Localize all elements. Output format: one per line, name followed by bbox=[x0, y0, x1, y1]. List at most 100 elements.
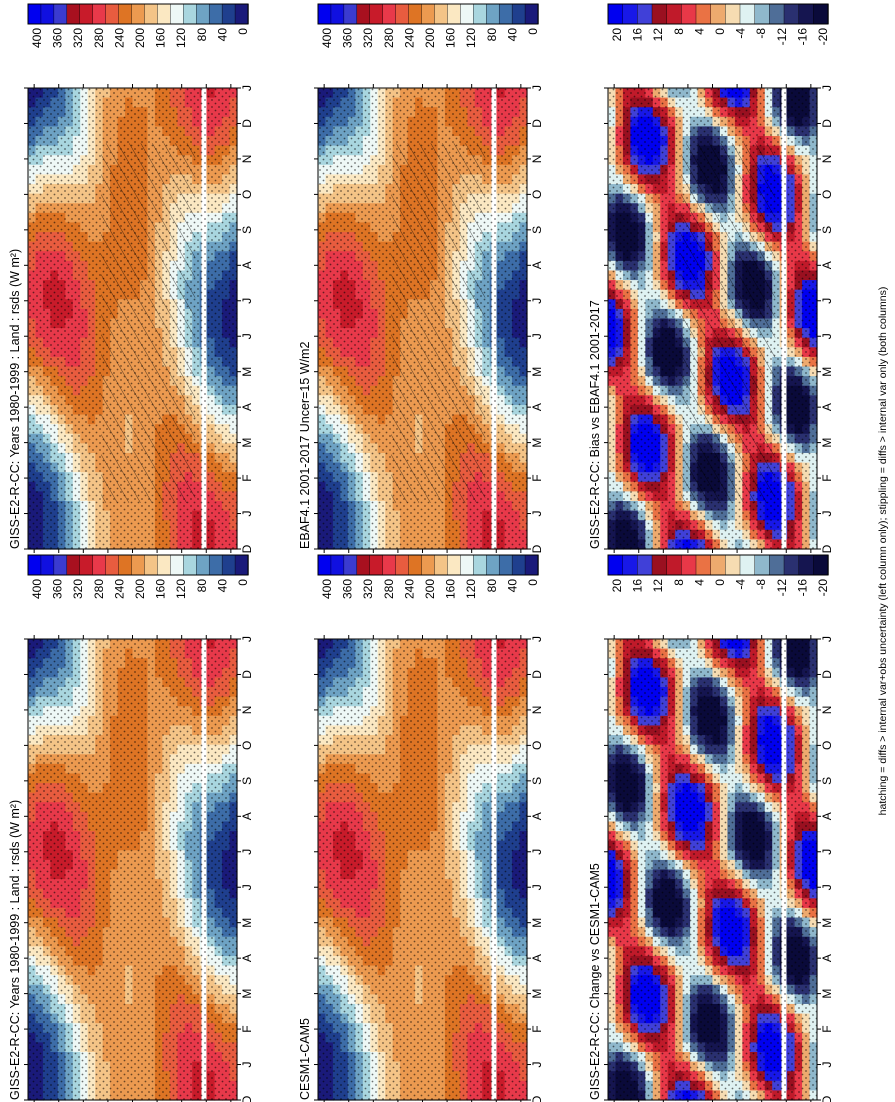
colorbar-swatch bbox=[769, 3, 785, 25]
month-tick-label: J bbox=[530, 511, 544, 517]
colorbar: 400 360 320 280 240 200 160 120 80 40 0 bbox=[27, 3, 250, 48]
colorbar-swatch bbox=[221, 3, 236, 25]
colorbar-swatch bbox=[317, 3, 332, 25]
colorbar-swatch bbox=[666, 3, 683, 25]
month-tick-label: N bbox=[530, 155, 544, 164]
month-tick-label: A bbox=[820, 261, 834, 269]
month-tick-label: M bbox=[240, 367, 254, 377]
colorbar-tick-label: -12 bbox=[775, 28, 789, 46]
colorbar-swatch bbox=[524, 3, 539, 25]
colorbar-swatch bbox=[783, 3, 800, 25]
colorbar-tick-label: 200 bbox=[423, 28, 437, 48]
colorbar-swatch bbox=[183, 3, 197, 25]
colorbar-tick-label: 160 bbox=[154, 28, 168, 48]
colorbar-swatch bbox=[651, 3, 668, 25]
colorbar-swatch bbox=[382, 3, 397, 25]
colorbar-swatch bbox=[498, 3, 513, 25]
month-tick-label: D bbox=[820, 119, 834, 128]
colorbar-frame bbox=[27, 3, 249, 25]
colorbar-swatch bbox=[710, 3, 727, 25]
colorbar-tick-label: 160 bbox=[444, 28, 458, 48]
month-tick-label: D bbox=[530, 119, 544, 128]
month-tick-label: O bbox=[530, 190, 544, 199]
panel-title: GISS-E2-R-CC: Years 1980-1999 : Land : r… bbox=[8, 249, 22, 549]
colorbar-swatch bbox=[739, 3, 756, 25]
month-tick-label: S bbox=[530, 226, 544, 234]
colorbar-tick-label: 16 bbox=[631, 28, 645, 42]
colorbar-swatch bbox=[434, 3, 449, 25]
colorbar-tick-label: 360 bbox=[51, 28, 65, 48]
colorbar-tick-label: 120 bbox=[464, 28, 478, 48]
panel-bias: 8060°N20020°S6080DJFMAMJJASONDJGISS-E2-R… bbox=[588, 3, 834, 569]
colorbar-swatch bbox=[234, 3, 249, 25]
panel-title: EBAF4.1 2001-2017 Uncer=15 W/m2 bbox=[298, 342, 312, 549]
month-tick-label: F bbox=[530, 474, 544, 481]
colorbar-tick-label: 280 bbox=[382, 28, 396, 48]
colorbar-swatch bbox=[725, 3, 741, 25]
colorbar-swatch bbox=[813, 3, 829, 25]
month-tick-label: O bbox=[820, 190, 834, 199]
month-tick-label: M bbox=[530, 438, 544, 448]
month-tick-label: J bbox=[820, 511, 834, 517]
month-tick-label: M bbox=[240, 438, 254, 448]
colorbar-swatch bbox=[408, 3, 423, 25]
colorbar-frame bbox=[317, 3, 539, 25]
month-tick-label: S bbox=[240, 226, 254, 234]
colorbar-swatch bbox=[607, 3, 624, 25]
month-tick-label: J bbox=[820, 85, 834, 91]
colorbar-swatch bbox=[681, 3, 697, 25]
month-tick-label: N bbox=[240, 155, 254, 164]
colorbar-swatch bbox=[421, 3, 436, 25]
colorbar-tick-label: 0 bbox=[526, 28, 540, 35]
month-tick-label: D bbox=[820, 544, 834, 553]
colorbar-tick-label: 40 bbox=[505, 28, 519, 42]
month-tick-label: M bbox=[530, 367, 544, 377]
colorbar-tick-label: -8 bbox=[754, 28, 768, 39]
colorbar-swatch bbox=[157, 3, 172, 25]
colorbar-tick-label: 400 bbox=[320, 28, 334, 48]
panel-model-right: 8060°N20020°S6080DJFMAMJJASONDJGISS-E2-R… bbox=[8, 554, 254, 1102]
month-tick-label: N bbox=[820, 155, 834, 164]
panel-model-left: 8060°N20020°S6080DJFMAMJJASONDJGISS-E2-R… bbox=[8, 3, 254, 569]
colorbar-tick-label: 240 bbox=[112, 28, 126, 48]
hatch-overlay bbox=[681, 143, 776, 503]
hatch-overlay bbox=[391, 143, 486, 503]
colorbar-swatch bbox=[695, 3, 712, 25]
colorbar-swatch bbox=[131, 3, 146, 25]
colorbar: 20 16 12 8 4 0 -4 -8 -12 -16 -20 bbox=[607, 3, 830, 46]
month-tick-label: J bbox=[240, 298, 254, 304]
month-tick-label: F bbox=[820, 474, 834, 481]
month-tick-label: A bbox=[530, 261, 544, 269]
colorbar-tick-label: 360 bbox=[341, 28, 355, 48]
colorbar-tick-label: 12 bbox=[651, 28, 665, 42]
month-tick-label: M bbox=[820, 367, 834, 377]
colorbar-tick-label: 0 bbox=[713, 28, 727, 35]
colorbar-swatch bbox=[754, 3, 771, 25]
colorbar-swatch bbox=[66, 3, 81, 25]
colorbar-tick-label: 40 bbox=[215, 28, 229, 42]
hatch-overlay bbox=[101, 143, 196, 503]
colorbar-swatch bbox=[105, 3, 120, 25]
colorbar-tick-label: 240 bbox=[402, 28, 416, 48]
colorbar-swatch bbox=[40, 3, 55, 25]
month-tick-label: D bbox=[530, 544, 544, 553]
month-tick-label: S bbox=[820, 226, 834, 234]
colorbar-swatch bbox=[369, 3, 384, 25]
colorbar-swatch bbox=[460, 3, 474, 25]
month-tick-label: J bbox=[530, 298, 544, 304]
colorbar-swatch bbox=[144, 3, 159, 25]
month-tick-label: F bbox=[240, 474, 254, 481]
month-tick-label: J bbox=[530, 85, 544, 91]
colorbar-tick-label: 8 bbox=[672, 28, 686, 35]
colorbar-tick-label: 280 bbox=[92, 28, 106, 48]
colorbar-swatch bbox=[447, 3, 462, 25]
month-tick-label: J bbox=[240, 511, 254, 517]
colorbar-swatch bbox=[330, 3, 345, 25]
panel-title: GISS-E2-R-CC: Bias vs EBAF4.1 2001-2017 bbox=[588, 300, 602, 549]
colorbar-swatch bbox=[92, 3, 107, 25]
colorbar-tick-label: -20 bbox=[816, 28, 830, 46]
colorbar-swatch bbox=[79, 3, 94, 25]
colorbar-frame bbox=[607, 3, 829, 25]
month-tick-label: J bbox=[240, 333, 254, 339]
